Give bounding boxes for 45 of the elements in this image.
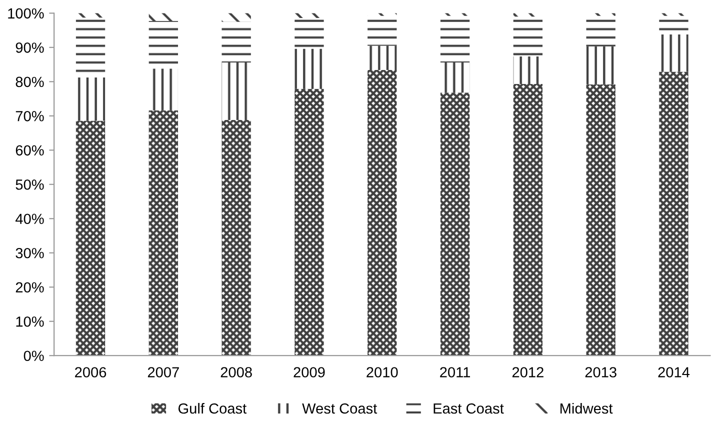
bar	[76, 120, 106, 356]
bar	[368, 13, 397, 16]
bar	[659, 34, 688, 72]
bar	[368, 70, 397, 356]
y-tick-label: 60%	[16, 145, 44, 156]
x-tick-label: 2008	[220, 367, 252, 378]
legend-label: East Coast	[434, 403, 504, 414]
x-tick-label: 2014	[658, 367, 690, 378]
bar	[222, 13, 251, 22]
bar	[294, 48, 324, 89]
y-tick-label: 10%	[16, 316, 44, 327]
y-tick-label: 80%	[16, 76, 44, 88]
y-tick-label: 0%	[24, 350, 44, 362]
legend-label: Gulf Coast	[178, 402, 247, 414]
bar	[294, 88, 324, 356]
x-tick-label: 2013	[585, 367, 616, 378]
bar	[586, 84, 616, 356]
bar	[222, 120, 251, 356]
bar	[148, 68, 178, 110]
bar	[294, 18, 324, 49]
legend-label: Midwest	[560, 402, 613, 414]
y-tick-label: 70%	[16, 110, 44, 122]
bar	[222, 22, 251, 62]
bar	[148, 110, 178, 356]
bar	[148, 21, 178, 69]
x-tick-label: 2012	[512, 367, 544, 378]
y-tick-label: 20%	[16, 282, 44, 293]
x-tick-label: 2009	[294, 367, 325, 378]
x-tick-label: 2007	[148, 367, 179, 378]
bar	[368, 46, 397, 70]
bar	[659, 72, 688, 356]
y-tick-label: 50%	[16, 179, 44, 190]
bar	[76, 78, 106, 121]
bar	[440, 92, 470, 356]
x-tick-label: 2011	[440, 367, 470, 378]
y-tick-label: 40%	[16, 214, 44, 224]
y-tick-label: 90%	[16, 42, 44, 53]
bar	[513, 84, 543, 356]
x-tick-label: 2006	[75, 367, 106, 378]
y-tick-label: 100%	[8, 8, 44, 19]
x-tick-label: 2010	[366, 367, 398, 378]
bar	[440, 62, 470, 93]
bar	[586, 46, 616, 84]
legend-label: West Coast	[302, 403, 378, 414]
y-tick-label: 30%	[16, 248, 44, 258]
